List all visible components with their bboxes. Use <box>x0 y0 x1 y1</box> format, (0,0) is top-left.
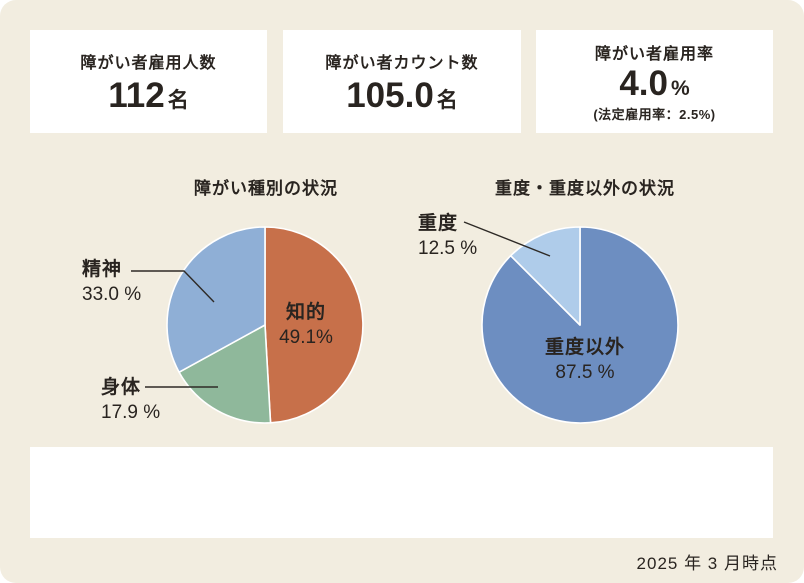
stat-label: 障がい者雇用率 <box>594 46 714 64</box>
stat-value: 4.0% <box>619 64 690 104</box>
pie-chart-severity <box>481 226 679 424</box>
pie-label-judoigai: 重度以外 87.5 % <box>520 335 650 385</box>
stat-card-employees: 障がい者雇用人数 112 名 <box>30 30 267 133</box>
pie-label-seishin: 精神 33.0 % <box>82 257 141 307</box>
slice-value: 87.5 % <box>555 362 615 383</box>
stat-label: 障がい者カウント数 <box>325 54 479 72</box>
as-of-date: 2025 年 3 月時点 <box>636 554 778 573</box>
stat-unit: 名 <box>436 88 458 112</box>
stat-label: 障がい者雇用人数 <box>80 54 217 72</box>
stat-number: 105.0 <box>346 75 434 115</box>
slice-value: 49.1% <box>279 327 333 348</box>
slice-value: 12.5 % <box>418 238 478 259</box>
stat-card-employment-rate: 障がい者雇用率 4.0% (法定雇用率：2.5%) <box>536 30 773 133</box>
stat-unit: 名 <box>167 88 189 112</box>
slice-name: 重度以外 <box>544 337 625 358</box>
slice-name: 身体 <box>101 377 142 398</box>
slice-name: 重度 <box>418 213 459 234</box>
stat-value: 105.0 名 <box>346 75 458 115</box>
slice-value: 33.0 % <box>82 284 142 305</box>
pie-title-disability-type: 障がい種別の状況 <box>194 179 338 198</box>
pie-label-judo: 重度 12.5 % <box>418 211 477 261</box>
stat-number: 112 <box>108 75 165 115</box>
pie-slice-身体 <box>178 324 272 424</box>
stat-number: 4.0 <box>619 64 668 104</box>
stat-card-count: 障がい者カウント数 105.0 名 <box>283 30 521 133</box>
pie-slice-知的 <box>264 226 364 424</box>
pie-title-severity: 重度・重度以外の状況 <box>495 179 675 198</box>
stat-value: 112 名 <box>108 75 189 115</box>
pie-label-shintai: 身体 17.9 % <box>101 375 160 425</box>
goal-banner: 目 標 全事業所単位での法定雇用率の達成 全社で雇用率５％の達成 <box>30 447 773 538</box>
stat-unit: % <box>670 77 690 101</box>
pie-chart-disability-type <box>166 226 364 424</box>
slice-value: 17.9 % <box>101 402 161 423</box>
slice-name: 知的 <box>285 302 326 323</box>
legal-rate-note: (法定雇用率：2.5%) <box>593 106 716 122</box>
pie-label-chiteki: 知的 49.1% <box>256 300 356 350</box>
slice-name: 精神 <box>82 259 123 280</box>
